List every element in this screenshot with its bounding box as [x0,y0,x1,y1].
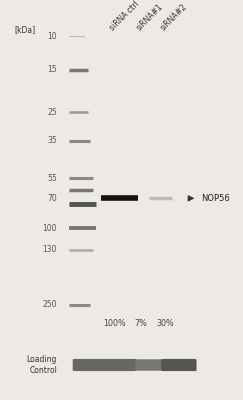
Text: 100%: 100% [104,319,126,328]
Text: 25: 25 [47,108,57,117]
Text: 250: 250 [43,300,57,309]
FancyBboxPatch shape [161,359,197,371]
Text: 55: 55 [47,174,57,183]
Text: Loading
Control: Loading Control [27,355,57,375]
FancyBboxPatch shape [135,359,164,371]
Text: 10: 10 [47,32,57,40]
FancyBboxPatch shape [73,359,137,371]
Text: 15: 15 [47,65,57,74]
Text: 100: 100 [43,224,57,233]
Text: 7%: 7% [134,319,147,328]
Text: NOP56: NOP56 [201,194,230,203]
Text: 30%: 30% [156,319,174,328]
Text: [kDa]: [kDa] [15,25,36,34]
Text: siRNA#2: siRNA#2 [159,2,189,33]
Text: 130: 130 [43,246,57,254]
Text: siRNA ctrl: siRNA ctrl [109,0,142,33]
Text: siRNA#1: siRNA#1 [134,2,165,33]
Text: 35: 35 [47,136,57,145]
Text: 70: 70 [47,194,57,203]
